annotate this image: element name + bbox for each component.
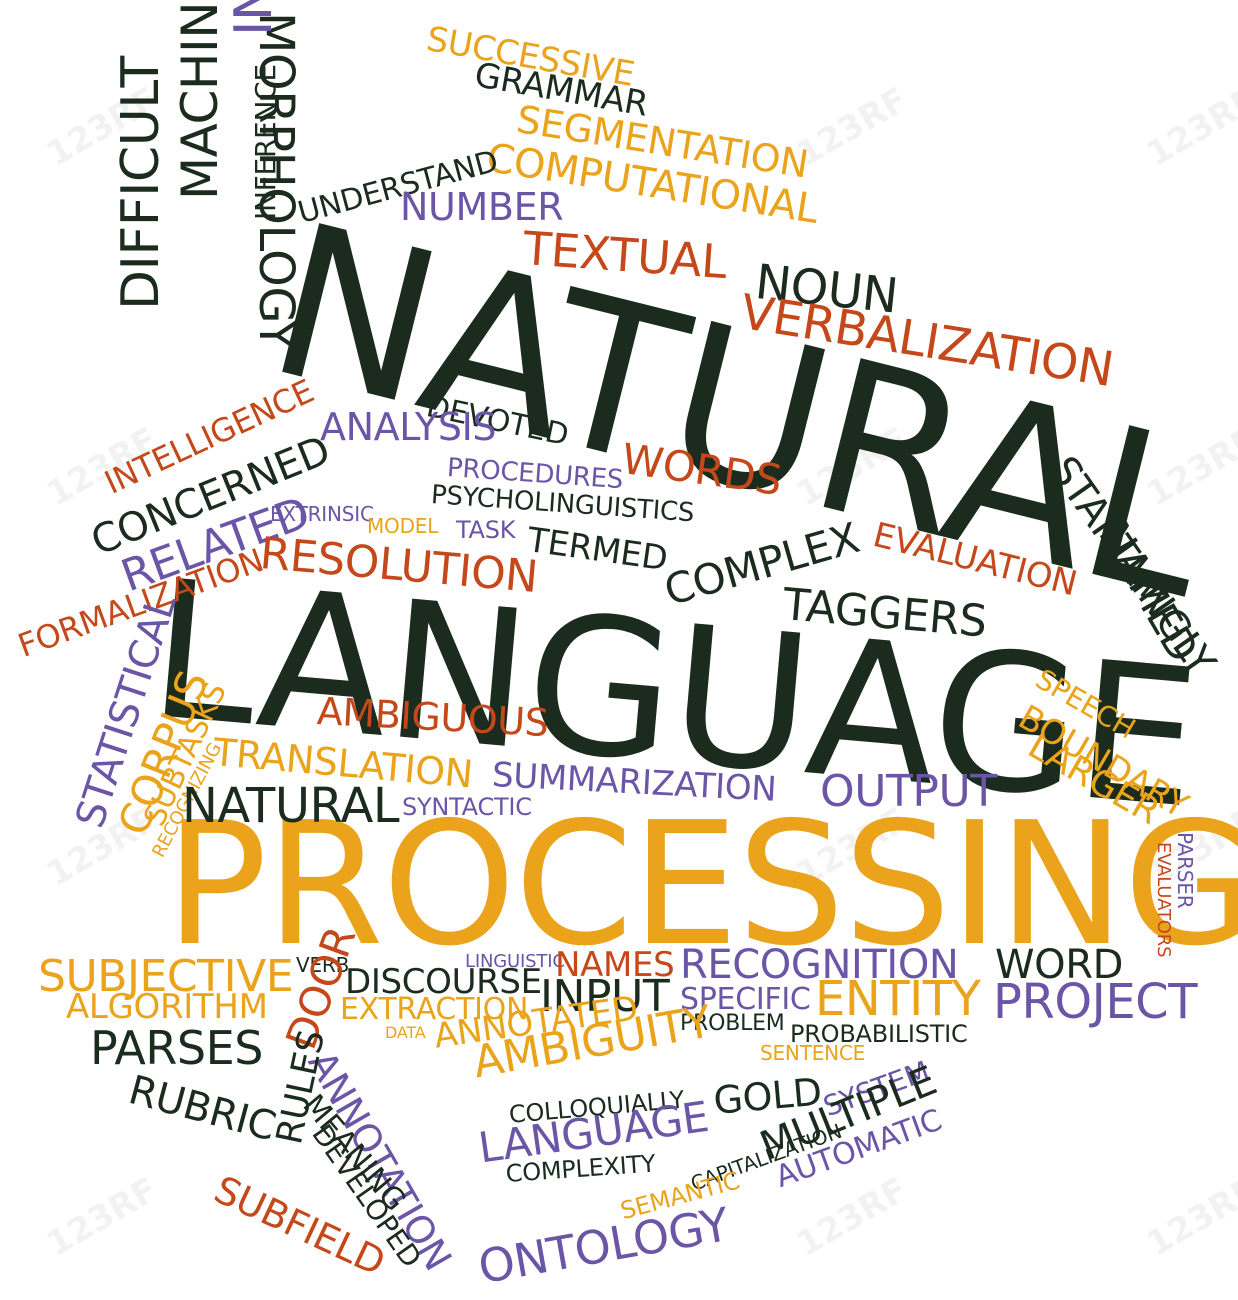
watermark: 123RF [790,79,915,175]
word-linguistic: LINGUISTIC [465,951,565,972]
word-algorithm: ALGORITHM [66,987,268,1027]
word-output: OUTPUT [820,766,997,817]
word-natural-small: NATURAL [182,778,400,834]
word-probabilistic: PROBABILISTIC [790,1020,968,1048]
word-word: WORD [995,942,1124,988]
word-specific: SPECIFIC [680,982,811,1017]
word-subjective: SUBJECTIVE [38,951,294,1002]
word-machine: MACHINE [171,0,229,200]
word-discourse: DISCOURSE [345,962,542,1002]
word-ambiguous: AMBIGUOUS [315,689,550,746]
word-entity: ENTITY [815,971,981,1027]
word-extrinsic: EXTRINSIC [270,502,374,526]
word-project: PROJECT [993,974,1198,1030]
word-sentence: SENTENCE [760,1041,866,1065]
word-rubric: RUBRIC [123,1067,281,1151]
word-inference: INFERENCE [249,64,282,220]
word-task: TASK [456,516,516,544]
word-parses: PARSES [90,1021,263,1075]
word-input: INPUT [540,971,670,1022]
word-termed: TERMED [524,520,670,580]
word-verb: VERB [296,953,350,977]
watermark: 123RF [40,1169,165,1265]
word-syntactic: SYNTACTIC [402,793,532,821]
word-processing-title: PROCESSING [165,786,1238,984]
word-evaluators: EVALUATORS [1153,842,1174,958]
word-names: NAMES [555,945,675,985]
word-data: DATA [385,1023,426,1042]
word-information: INFORMATION [224,0,284,36]
word-problem: PROBLEM [680,1011,785,1036]
word-analysis: ANALYSIS [320,405,497,449]
word-parser: PARSER [1173,832,1197,909]
word-recognition: RECOGNITION [680,942,959,988]
word-model: MODEL [367,514,439,538]
watermark: 123RF [1140,1169,1238,1265]
word-textual: TEXTUAL [521,221,729,290]
word-number: NUMBER [400,185,564,229]
word-difficult: DIFFICULT [111,56,171,310]
word-ontology: ONTOLOGY [474,1197,733,1295]
word-extraction: EXTRACTION [340,992,529,1027]
watermark: 123RF [1140,79,1238,175]
